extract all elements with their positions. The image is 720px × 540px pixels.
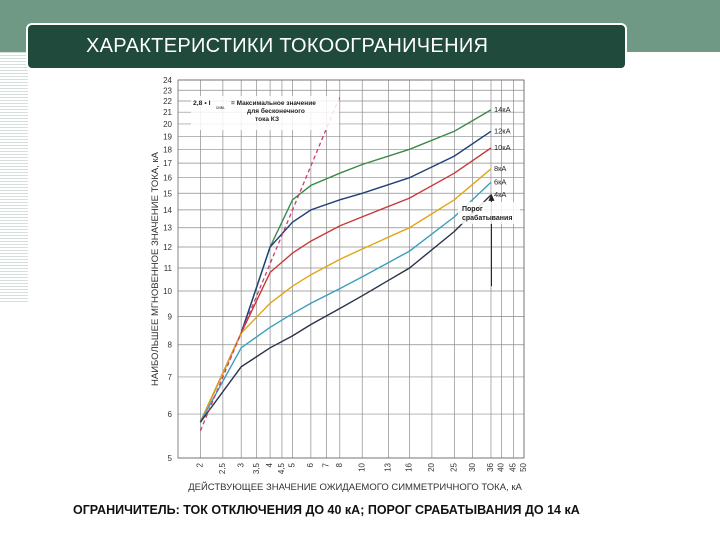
y-tick-label: 10 — [163, 287, 172, 296]
x-tick-label: 45 — [509, 462, 518, 471]
x-tick-label: 50 — [519, 462, 528, 471]
slide-title: ХАРАКТЕРИСТИКИ ТОКООГРАНИЧЕНИЯ — [86, 35, 489, 57]
y-tick-label: 11 — [164, 264, 173, 273]
y-tick-label: 16 — [163, 174, 172, 183]
series-label: 14кА — [494, 105, 511, 114]
x-tick-label: 4 — [265, 462, 274, 467]
y-tick-label: 22 — [163, 97, 172, 106]
x-tick-label: 4,5 — [277, 462, 286, 474]
y-tick-label: 5 — [168, 454, 173, 463]
asymptote-line — [199, 96, 341, 431]
series-line-6 — [199, 194, 492, 423]
formula-line-2: для бесконечного — [247, 107, 305, 115]
x-tick-label: 6 — [306, 462, 315, 467]
series-label: 8кА — [494, 164, 506, 173]
x-tick-label: 7 — [321, 462, 330, 467]
y-tick-label: 21 — [163, 108, 172, 117]
y-tick-label: 6 — [168, 410, 173, 419]
slide-caption: ОГРАНИЧИТЕЛЬ: ТОК ОТКЛЮЧЕНИЯ ДО 40 кА; П… — [73, 503, 580, 517]
x-tick-label: 20 — [427, 462, 436, 471]
y-axis-title: НАИБОЛЬШЕЕ МГНОВЕННОЕ ЗНАЧЕНИЕ ТОКА, кА — [150, 151, 161, 386]
x-axis-title: ДЕЙСТВУЮЩЕЕ ЗНАЧЕНИЕ ОЖИДАЕМОГО СИММЕТРИ… — [188, 481, 522, 493]
title-banner: ХАРАКТЕРИСТИКИ ТОКООГРАНИЧЕНИЯ — [26, 23, 627, 70]
series-line-5 — [199, 181, 492, 423]
threshold-label-background — [458, 201, 520, 224]
y-tick-label: 13 — [163, 224, 172, 233]
y-tick-label: 18 — [163, 145, 172, 154]
x-tick-label: 3,5 — [252, 462, 261, 474]
x-tick-label: 8 — [335, 462, 344, 467]
formula-subscript: сим. — [216, 105, 225, 110]
series-label: 6кА — [494, 177, 506, 186]
decorative-stripes — [0, 52, 28, 302]
series-label: 12кА — [494, 126, 511, 135]
formula-line-1: = Максимальное значение — [231, 100, 316, 107]
y-tick-label: 20 — [163, 120, 172, 129]
y-tick-label: 19 — [163, 132, 172, 141]
x-tick-label: 2,5 — [218, 462, 227, 474]
series-label: 10кА — [494, 143, 511, 152]
y-tick-label: 14 — [163, 206, 172, 215]
x-tick-label: 36 — [486, 462, 495, 471]
y-tick-label: 8 — [168, 341, 173, 350]
y-tick-label: 9 — [168, 312, 173, 321]
x-tick-label: 30 — [468, 462, 477, 471]
x-tick-label: 25 — [449, 462, 458, 471]
threshold-label-line-1: Порог — [462, 206, 483, 213]
y-tick-label: 15 — [163, 189, 172, 198]
y-tick-label: 23 — [163, 86, 172, 95]
formula-line-3: тока КЗ — [255, 116, 279, 123]
x-tick-label: 5 — [288, 462, 297, 467]
x-tick-label: 3 — [236, 462, 245, 467]
threshold-arrowhead — [488, 193, 495, 201]
x-tick-label: 2 — [196, 462, 205, 467]
plot-frame — [177, 79, 525, 459]
x-tick-label: 10 — [357, 462, 366, 471]
formula-main: 2,8 • I — [193, 100, 211, 107]
y-tick-label: 7 — [168, 373, 173, 382]
y-tick-label: 17 — [163, 159, 172, 168]
series-line-4 — [199, 168, 492, 423]
x-tick-label: 13 — [384, 462, 393, 471]
x-tick-label: 40 — [497, 462, 506, 471]
y-tick-label: 24 — [163, 76, 172, 85]
threshold-label-line-2: срабатывания — [462, 214, 512, 222]
series-line-1 — [199, 109, 492, 423]
series-label: 4кА — [494, 190, 506, 199]
series-line-3 — [199, 147, 492, 423]
x-tick-label: 16 — [405, 462, 414, 471]
series-line-2 — [199, 130, 492, 423]
formula-background — [191, 96, 339, 130]
y-tick-label: 12 — [163, 243, 172, 252]
